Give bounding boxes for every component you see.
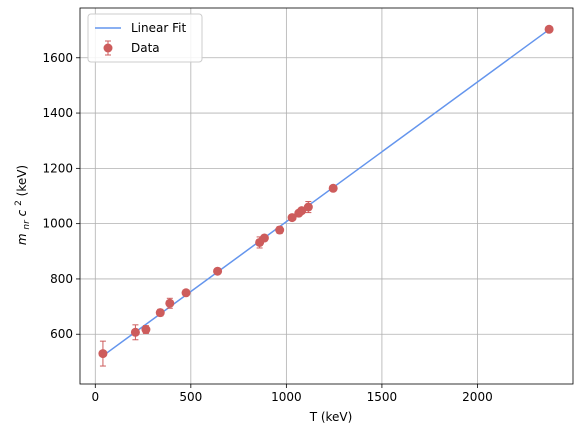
y-tick-label: 600 — [50, 327, 73, 341]
plot-frame — [79, 7, 574, 385]
data-marker — [275, 225, 285, 235]
data-marker — [141, 325, 151, 335]
legend-box — [87, 13, 203, 63]
y-tick-label: 800 — [50, 272, 73, 286]
legend-label-data: Data — [131, 41, 160, 55]
data-point — [98, 340, 108, 367]
y-tick-label: 1400 — [42, 106, 73, 120]
y-axis-label: m nr c 2 (keV) — [10, 165, 32, 245]
x-axis-ticks: 0 500 1000 1500 2000 — [91, 384, 493, 404]
x-tick-label: 500 — [179, 390, 202, 404]
data-marker — [165, 298, 175, 308]
y-axis-ticks: 600 800 1000 1200 1400 1600 — [42, 51, 80, 341]
data-marker — [297, 206, 307, 216]
x-axis-label: T (keV) — [309, 410, 353, 424]
data-point — [303, 201, 313, 214]
data-point — [155, 308, 165, 318]
y-tick-label: 1600 — [42, 51, 73, 65]
x-tick-label: 1000 — [271, 390, 302, 404]
data-point — [328, 183, 338, 193]
y-axis-label-sup: 2 — [14, 200, 24, 206]
data-point — [130, 324, 140, 341]
legend: Linear Fit Data — [87, 13, 203, 63]
y-axis-label-main: m — [15, 233, 29, 245]
data-point — [181, 288, 191, 298]
grid — [80, 8, 573, 384]
data-marker — [130, 327, 140, 337]
data-marker — [181, 288, 191, 298]
data-marker — [213, 266, 223, 276]
y-axis-label-sub: nr — [22, 219, 32, 230]
data-marker — [155, 308, 165, 318]
data-marker — [287, 213, 297, 223]
x-tick-label: 1500 — [367, 390, 398, 404]
linear-fit-line — [102, 28, 550, 357]
data-point — [165, 297, 175, 309]
data-point — [275, 225, 285, 235]
x-tick-label: 2000 — [462, 390, 493, 404]
x-tick-label: 0 — [91, 390, 99, 404]
legend-swatch-data — [103, 40, 113, 56]
data-point — [141, 325, 151, 335]
data-marker — [303, 202, 313, 212]
y-axis-label-unit: (keV) — [15, 165, 29, 196]
data-marker — [259, 233, 269, 243]
legend-label-linear-fit: Linear Fit — [131, 21, 186, 35]
y-tick-label: 1000 — [42, 217, 73, 231]
data-marker — [328, 183, 338, 193]
data-point — [213, 266, 223, 276]
data-point — [287, 213, 297, 223]
y-tick-label: 1200 — [42, 161, 73, 175]
data-point — [259, 233, 269, 243]
data-marker — [544, 24, 554, 34]
data-point — [297, 206, 307, 216]
data-marker — [98, 349, 108, 359]
fit-line-layer — [102, 28, 550, 357]
y-axis-label-mid: c — [15, 209, 29, 216]
data-point — [544, 24, 554, 34]
data-points-layer — [98, 24, 554, 367]
